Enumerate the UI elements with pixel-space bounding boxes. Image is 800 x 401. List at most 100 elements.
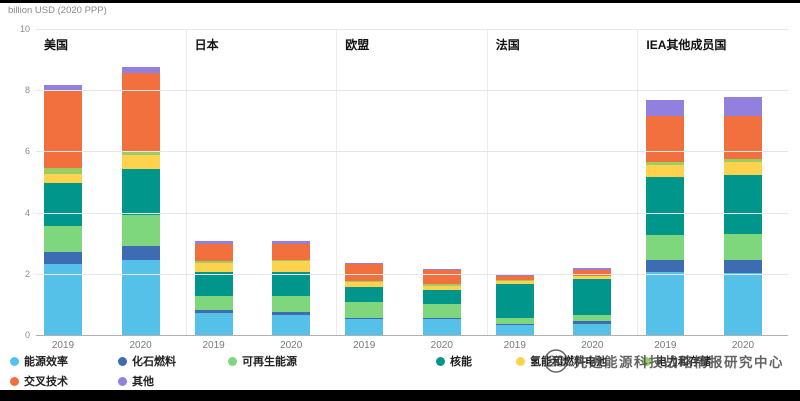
bar-segment [272, 311, 311, 315]
gridline: 10 [20, 24, 788, 34]
bar-segment [723, 233, 762, 260]
x-axis-tick-label: 2020 [731, 340, 755, 351]
bar-group: 2019 2020 [337, 30, 487, 351]
bar-segment [723, 158, 762, 162]
legend-label: 化石燃料 [132, 356, 176, 368]
x-axis-tick-label: 2019 [51, 340, 75, 351]
bar-segment [723, 175, 762, 234]
bar-segment [121, 66, 160, 73]
bar-segment [44, 167, 82, 174]
bar-segment [194, 296, 233, 311]
bar-segment [573, 320, 612, 324]
legend-item-renewables: 可再生能源 [228, 353, 297, 369]
bar-segment [422, 285, 461, 291]
y-axis-unit-label: billion USD (2020 PPP) [8, 5, 107, 16]
bar-segment [345, 262, 384, 265]
x-axis-tick-label: 2020 [280, 340, 303, 351]
bar-segment [345, 302, 384, 318]
watermark-text: 先进能源科技战略情报研究中心 [574, 355, 784, 370]
panel-0: 美国 2019 2020 [36, 30, 186, 351]
x-axis-tick-label: 2019 [353, 340, 376, 351]
bar-slot-2019: 2019 [194, 30, 233, 351]
plot-area: 美国 2019 2020 日本 2019 2020 欧盟 2019 2020 法国 2019 2020… [20, 24, 788, 351]
bar-segment [646, 259, 685, 272]
stacked-bar [422, 30, 461, 336]
bar-segment [194, 313, 233, 336]
bar-segment [495, 325, 534, 336]
stacked-bar [495, 30, 534, 336]
bar-segment [272, 241, 311, 245]
bar-segment [422, 268, 461, 271]
bar-segment [646, 164, 685, 177]
bar-segment [345, 287, 384, 303]
bar-segment [272, 259, 311, 262]
bar-segment [495, 280, 534, 285]
bar-segment [723, 161, 762, 176]
bar-segment [44, 85, 82, 90]
legend-item-nuclear: 核能 [436, 353, 472, 369]
bar-segment [495, 284, 534, 318]
bar-segment [44, 89, 82, 168]
bar-segment [44, 173, 82, 184]
bar-segment [495, 317, 534, 324]
stacked-bar [121, 30, 160, 336]
panel-2: 欧盟 2019 2020 [336, 30, 487, 351]
bar-segment [495, 280, 534, 281]
bar-segment [44, 225, 82, 252]
top-border-bar [0, 0, 800, 3]
gridline: 0 [25, 330, 788, 340]
bar-segment [646, 161, 685, 165]
legend-item-crosscutting: 交叉技术 [10, 373, 68, 389]
bar-segment [121, 169, 160, 216]
bar-segment [573, 275, 612, 277]
bar-segment [194, 241, 233, 245]
bar-segment [646, 115, 685, 162]
bar-segment [573, 314, 612, 321]
legend-swatch-power-storage [642, 356, 651, 366]
bar-segment [345, 317, 384, 320]
stacked-bar [573, 30, 612, 336]
x-axis-tick-label: 2020 [129, 340, 152, 351]
bar-slot-2020: 2020 [573, 30, 612, 351]
panel-title: 美国 [44, 38, 69, 52]
bar-segment [573, 323, 612, 336]
legend-label: 核能 [450, 356, 472, 368]
x-axis-tick-label: 2019 [202, 340, 225, 351]
panel-title: 法国 [495, 38, 520, 52]
bar-group: 2019 2020 [187, 30, 337, 351]
bar-segment [121, 215, 160, 246]
bar-segment [194, 244, 233, 262]
legend-swatch-renewables [228, 356, 237, 366]
panel-1: 日本 2019 2020 [185, 30, 337, 351]
bar-group: 2019 2020 [36, 30, 186, 351]
gridline: 4 [25, 208, 788, 218]
bar-segment [44, 251, 82, 265]
legend-swatch-energy-efficiency [10, 356, 19, 366]
x-axis-tick-label: 2020 [581, 340, 604, 351]
gridline: 2 [25, 269, 788, 279]
atom-logo-icon [544, 349, 568, 373]
bar-segment [495, 274, 534, 276]
legend-label: 可再生能源 [242, 356, 297, 368]
bar-slot-2019: 2019 [495, 30, 534, 351]
legend-swatch-fossil-fuels [118, 356, 127, 366]
bar-segment [121, 152, 160, 156]
legend-item-power-storage: 电力和存储 [642, 353, 711, 369]
bar-slot-2020: 2020 [723, 30, 762, 351]
legend-item-fossil-fuels: 化石燃料 [118, 353, 176, 369]
bar-segment [345, 280, 384, 283]
bar-group: 2019 2020 [488, 30, 638, 351]
bar-segment [723, 97, 762, 116]
bar-segment [272, 271, 311, 297]
legend-label: 能源效率 [24, 356, 68, 368]
bar-segment [422, 270, 461, 285]
stacked-bar [194, 30, 233, 336]
gridline: 6 [25, 146, 788, 156]
bar-segment [646, 271, 685, 336]
x-axis-tick-label: 2020 [430, 340, 453, 351]
panel-title: 欧盟 [345, 38, 370, 52]
bar-segment [422, 319, 461, 336]
bar-segment [573, 279, 612, 315]
panel-4: IEA其他成员国 2019 2020 [637, 30, 788, 351]
